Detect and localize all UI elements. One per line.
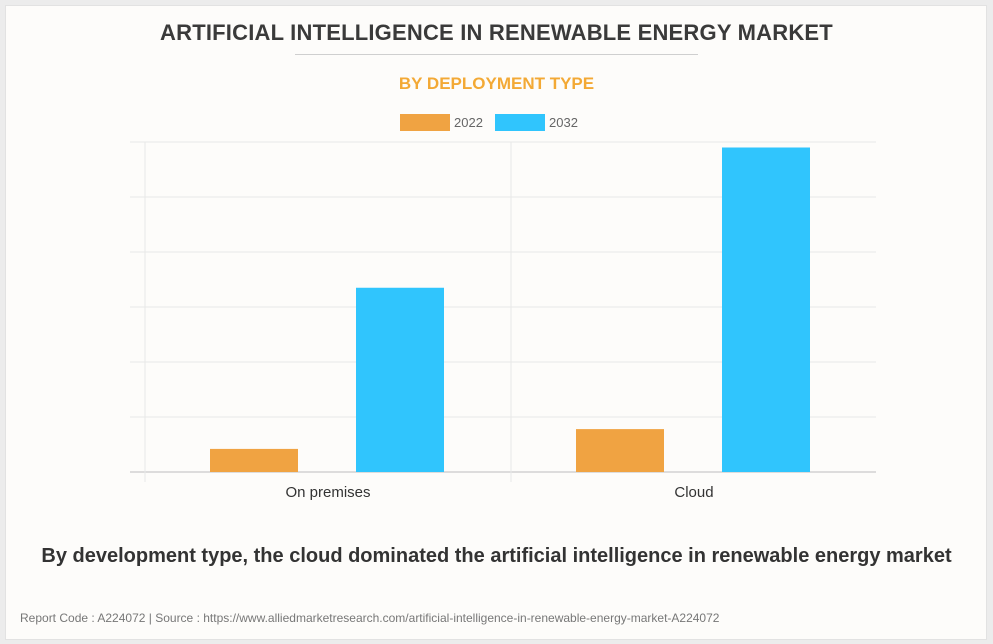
bar-on-premises-2032 — [356, 287, 444, 472]
x-axis-labels: On premises Cloud — [285, 484, 713, 501]
legend-swatch-2022 — [400, 114, 450, 131]
legend-swatch-2032 — [495, 114, 545, 131]
chart-card — [5, 5, 987, 640]
bar-cloud-2022 — [576, 429, 664, 472]
bar-cloud-2032 — [722, 147, 810, 472]
title-divider — [295, 54, 698, 55]
bar-on-premises-2022 — [210, 448, 298, 472]
source-footer: Report Code : A224072 | Source : https:/… — [20, 611, 720, 625]
chart-title: ARTIFICIAL INTELLIGENCE IN RENEWABLE ENE… — [160, 20, 833, 45]
x-tick-label: Cloud — [674, 484, 713, 501]
x-tick-label: On premises — [285, 484, 370, 501]
legend-label-2032: 2032 — [549, 115, 578, 130]
legend-label-2022: 2022 — [454, 115, 483, 130]
chart-caption: By development type, the cloud dominated… — [41, 545, 952, 567]
bars — [210, 147, 810, 472]
chart-subtitle: BY DEPLOYMENT TYPE — [398, 74, 595, 93]
